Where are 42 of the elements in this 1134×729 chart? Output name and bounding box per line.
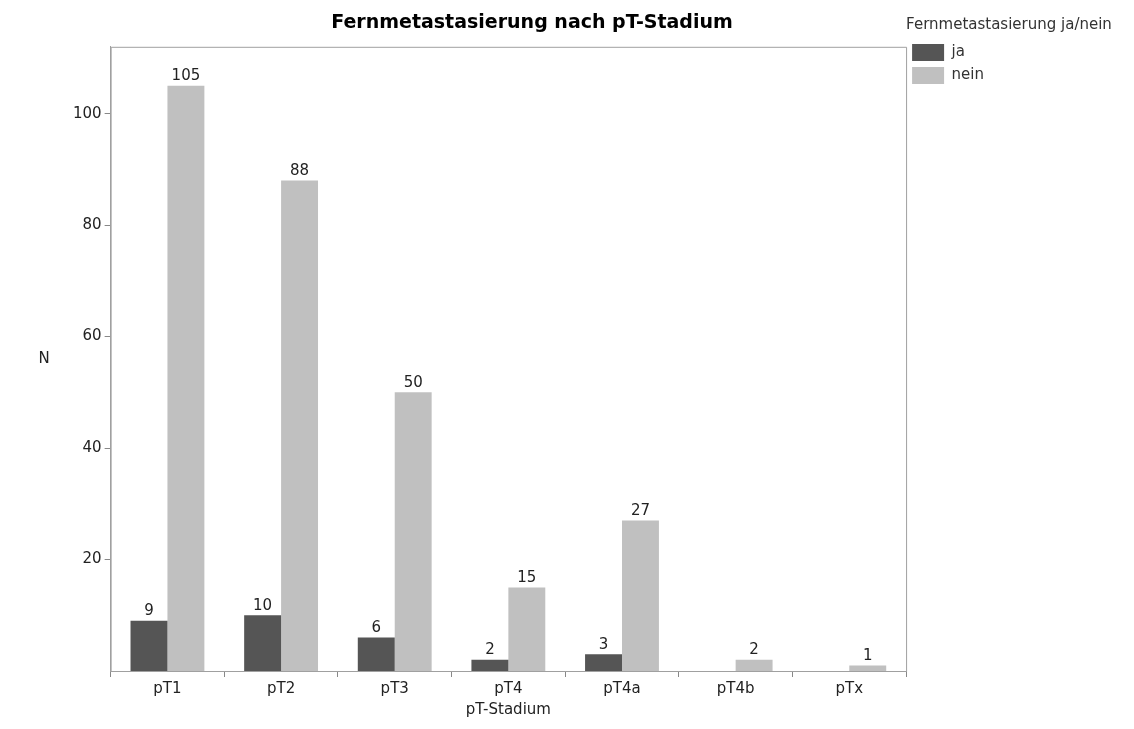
data-label: 2 [485,640,495,659]
data-label: 3 [598,634,609,653]
data-label: 27 [630,500,651,519]
bar [167,85,205,671]
bar [281,180,319,671]
bar [471,659,509,671]
y-tick-label: 20 [82,549,102,568]
y-tick-label: 60 [82,326,102,345]
x-tick-label: pTx [835,678,864,697]
x-tick-label: pT3 [380,678,409,697]
x-axis-title: pT-Stadium [465,699,551,718]
data-label: 9 [144,601,154,620]
y-tick-label: 100 [72,103,102,122]
data-label: 2 [749,640,759,659]
data-label: 6 [371,617,382,636]
y-axis-title: N [38,348,50,367]
data-label: 1 [862,645,873,664]
data-label: 88 [290,160,310,179]
data-label: 10 [253,595,273,614]
data-label: 105 [171,66,201,85]
y-tick-label: 80 [82,215,102,234]
data-label: 50 [403,372,423,391]
bar [622,520,659,671]
legend-title: Fernmetastasierung ja/nein [906,15,1112,34]
bar [394,392,432,671]
bar [508,587,546,671]
bar [735,659,773,671]
bar [244,615,282,671]
legend-label: nein [951,65,985,84]
data-label: 15 [517,567,537,586]
x-tick-label: pT4 [494,678,523,697]
bar [130,620,168,671]
chart-title: Fernmetastasierung nach pT-Stadium [331,10,733,33]
y-tick-label: 40 [82,437,102,456]
x-tick-label: pT2 [266,678,296,697]
bar [585,654,622,671]
bar [357,637,395,671]
x-tick-label: pT4b [716,678,755,697]
bar [849,665,887,671]
x-tick-label: pT1 [153,678,182,697]
x-tick-label: pT4a [603,678,641,697]
legend-label: ja [950,42,965,61]
